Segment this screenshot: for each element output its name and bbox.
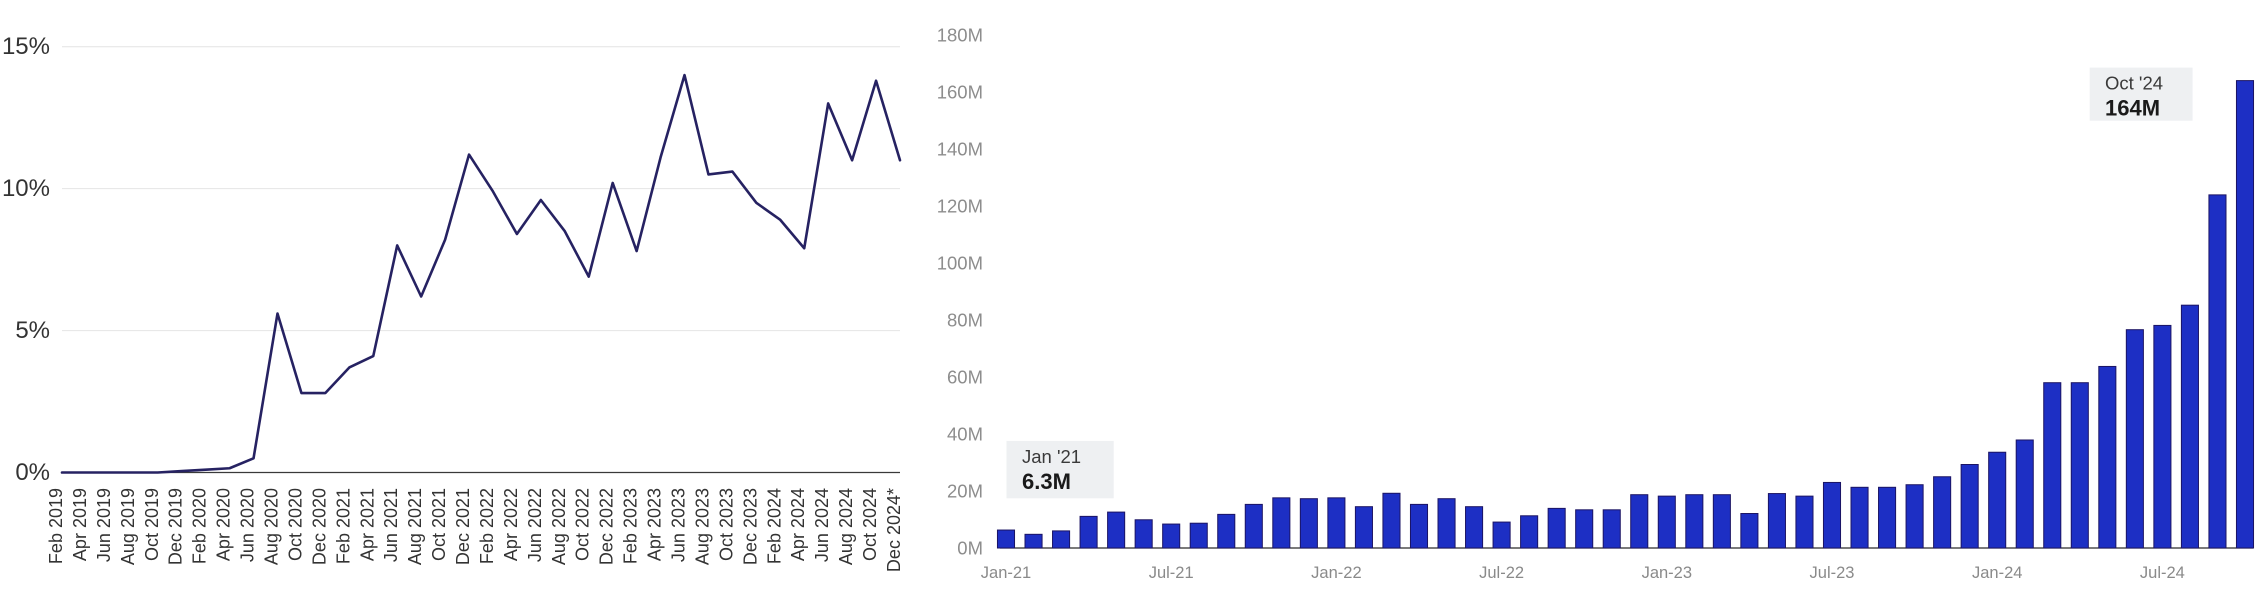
svg-text:Dec 2023: Dec 2023 [740, 488, 760, 565]
svg-text:Jun 2022: Jun 2022 [525, 488, 545, 562]
svg-text:Jan '21: Jan '21 [1022, 446, 1081, 467]
svg-text:Apr 2022: Apr 2022 [501, 488, 521, 561]
svg-text:15%: 15% [2, 33, 50, 60]
svg-text:Dec 2020: Dec 2020 [309, 488, 329, 565]
svg-text:Jul-24: Jul-24 [2140, 564, 2185, 582]
svg-text:Oct 2021: Oct 2021 [429, 488, 449, 561]
svg-text:Jun 2019: Jun 2019 [94, 488, 114, 562]
svg-text:20M: 20M [947, 481, 983, 502]
svg-text:100M: 100M [937, 253, 983, 274]
svg-text:Dec 2019: Dec 2019 [166, 488, 186, 565]
svg-text:Jan-24: Jan-24 [1972, 564, 2022, 582]
svg-text:Aug 2021: Aug 2021 [405, 488, 425, 565]
svg-text:Aug 2022: Aug 2022 [549, 488, 569, 565]
svg-text:Feb 2020: Feb 2020 [190, 488, 210, 564]
svg-text:Feb 2019: Feb 2019 [46, 488, 66, 564]
svg-text:164M: 164M [2105, 96, 2160, 121]
svg-text:Apr 2021: Apr 2021 [357, 488, 377, 561]
svg-text:Jun 2021: Jun 2021 [381, 488, 401, 562]
svg-text:Apr 2024: Apr 2024 [788, 488, 808, 561]
svg-text:Aug 2019: Aug 2019 [118, 488, 138, 565]
svg-text:180M: 180M [937, 25, 983, 46]
svg-text:Jun 2023: Jun 2023 [669, 488, 689, 562]
svg-text:10%: 10% [2, 175, 50, 202]
svg-text:Dec 2022: Dec 2022 [597, 488, 617, 565]
svg-text:160M: 160M [937, 82, 983, 103]
svg-text:Oct 2019: Oct 2019 [142, 488, 162, 561]
svg-text:Aug 2023: Aug 2023 [693, 488, 713, 565]
svg-text:Dec 2021: Dec 2021 [453, 488, 473, 565]
svg-text:Oct 2020: Oct 2020 [285, 488, 305, 561]
svg-text:Apr 2020: Apr 2020 [214, 488, 234, 561]
svg-text:6.3M: 6.3M [1022, 469, 1071, 494]
svg-text:Feb 2021: Feb 2021 [333, 488, 353, 564]
svg-text:Oct 2024: Oct 2024 [860, 488, 880, 561]
svg-text:Jan-23: Jan-23 [1642, 564, 1692, 582]
svg-text:Oct '24: Oct '24 [2105, 73, 2163, 94]
svg-text:0M: 0M [957, 538, 983, 559]
svg-text:Jul-21: Jul-21 [1149, 564, 1194, 582]
svg-text:Jan-21: Jan-21 [981, 564, 1031, 582]
svg-text:Oct 2023: Oct 2023 [716, 488, 736, 561]
svg-text:140M: 140M [937, 139, 983, 160]
svg-text:Feb 2024: Feb 2024 [764, 488, 784, 564]
svg-text:Jun 2024: Jun 2024 [812, 488, 832, 562]
svg-text:Jul-23: Jul-23 [1810, 564, 1855, 582]
svg-text:120M: 120M [937, 196, 983, 217]
svg-text:80M: 80M [947, 310, 983, 331]
svg-text:Aug 2020: Aug 2020 [262, 488, 282, 565]
svg-text:Jan-22: Jan-22 [1311, 564, 1361, 582]
svg-text:Apr 2019: Apr 2019 [70, 488, 90, 561]
svg-text:Jul-22: Jul-22 [1479, 564, 1524, 582]
svg-text:40M: 40M [947, 424, 983, 445]
svg-text:5%: 5% [15, 317, 50, 344]
svg-text:60M: 60M [947, 367, 983, 388]
svg-text:0%: 0% [15, 459, 50, 486]
svg-text:Aug 2024: Aug 2024 [836, 488, 856, 565]
svg-text:Apr 2023: Apr 2023 [645, 488, 665, 561]
svg-text:Feb 2022: Feb 2022 [477, 488, 497, 564]
svg-text:Dec 2024*: Dec 2024* [884, 488, 904, 572]
svg-text:Jun 2020: Jun 2020 [238, 488, 258, 562]
svg-text:Feb 2023: Feb 2023 [621, 488, 641, 564]
svg-text:Oct 2022: Oct 2022 [573, 488, 593, 561]
